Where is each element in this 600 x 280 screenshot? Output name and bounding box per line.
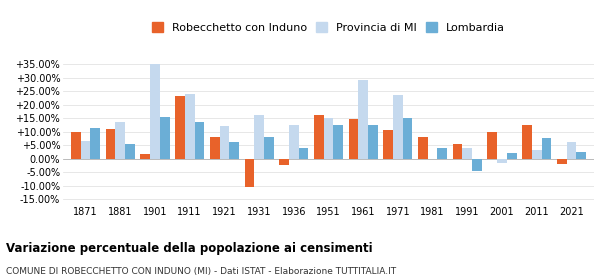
Bar — [254, 115, 264, 158]
Bar — [150, 64, 160, 158]
Bar — [314, 115, 323, 158]
Bar — [472, 158, 482, 171]
Text: Variazione percentuale della popolazione ai censimenti: Variazione percentuale della popolazione… — [6, 242, 373, 255]
Bar — [437, 148, 447, 158]
Bar — [368, 125, 378, 158]
Bar — [71, 132, 80, 158]
Bar — [160, 117, 170, 158]
Bar — [106, 129, 115, 158]
Bar — [542, 138, 551, 158]
Bar — [522, 125, 532, 158]
Bar — [91, 127, 100, 158]
Bar — [264, 137, 274, 158]
Bar — [220, 126, 229, 158]
Bar — [557, 158, 566, 164]
Bar — [487, 132, 497, 158]
Bar — [334, 125, 343, 158]
Bar — [229, 142, 239, 158]
Bar — [299, 148, 308, 158]
Bar — [140, 155, 150, 158]
Bar — [279, 158, 289, 165]
Bar — [383, 130, 393, 158]
Bar — [358, 80, 368, 158]
Text: COMUNE DI ROBECCHETTO CON INDUNO (MI) - Dati ISTAT - Elaborazione TUTTITALIA.IT: COMUNE DI ROBECCHETTO CON INDUNO (MI) - … — [6, 267, 396, 276]
Bar — [125, 144, 135, 158]
Bar — [497, 158, 507, 163]
Bar — [403, 118, 412, 158]
Bar — [463, 148, 472, 158]
Bar — [349, 119, 358, 158]
Bar — [453, 144, 463, 158]
Bar — [194, 122, 204, 158]
Bar — [115, 122, 125, 158]
Bar — [210, 137, 220, 158]
Bar — [175, 97, 185, 158]
Bar — [323, 118, 334, 158]
Legend: Robecchetto con Induno, Provincia di MI, Lombardia: Robecchetto con Induno, Provincia di MI,… — [150, 20, 507, 35]
Bar — [418, 137, 428, 158]
Bar — [80, 141, 91, 158]
Bar — [576, 152, 586, 158]
Bar — [532, 150, 542, 158]
Bar — [393, 95, 403, 158]
Bar — [566, 142, 577, 158]
Bar — [507, 153, 517, 158]
Bar — [185, 94, 194, 158]
Bar — [289, 125, 299, 158]
Bar — [245, 158, 254, 187]
